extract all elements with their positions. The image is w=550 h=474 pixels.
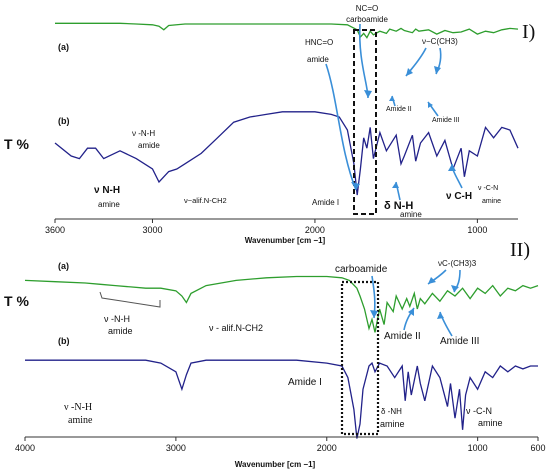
x-tick-label: 3600: [45, 225, 65, 235]
panel-one-arrow-hnco: [325, 63, 357, 191]
panel-two-x-axis-label: Wavenumber [cm −1]: [235, 460, 316, 469]
panel-one-x-ticks: 3600 3000 2000 1000: [45, 219, 487, 235]
panel-one-vnh-amide-2: amide: [138, 141, 160, 150]
panel-two-amide-ii: Amide II: [384, 331, 421, 342]
panel-one-arrow-nco: [358, 23, 369, 99]
panel-one-head-delta-nh: [392, 182, 399, 188]
panel-one-x-axis-label: Wavenumber [cm −1]: [245, 236, 326, 245]
panel-one-series-a-line: [55, 22, 519, 39]
panel-two-amide-iii: Amide III: [440, 336, 479, 347]
panel-two-head-vcch3-2: [451, 285, 459, 292]
panel-one-head-vch: [448, 164, 456, 171]
x-tick-label: 1000: [467, 225, 487, 235]
panel-two-amide-i-box: [340, 280, 380, 436]
x-tick-label: 2000: [305, 225, 325, 235]
panel-two-x-ticks: 4000 3000 2000 1000 600: [15, 437, 546, 453]
panel-two-v-alif: ν - alif.N-CH2: [209, 323, 263, 333]
panel-two-amide-i: Amide I: [288, 377, 322, 388]
x-tick-label: 4000: [15, 443, 35, 453]
panel-two-vnh-amide-2: amide: [108, 326, 133, 336]
x-tick-label: 600: [530, 443, 545, 453]
panel-two-y-label: T %: [4, 293, 29, 309]
panel-one-label: I): [522, 21, 535, 43]
panel-one-series-a-label: (a): [58, 42, 69, 52]
x-tick-label: 3000: [166, 443, 186, 453]
panel-one-vnh-amine-1: ν N-H: [94, 185, 120, 196]
panel-two-bracket: [99, 291, 161, 308]
panel-two-vcn-2: amine: [478, 418, 503, 428]
panel-two-head-amide-iii: [437, 312, 444, 319]
panel-two-series-a-line: [24, 275, 539, 333]
panel-one-series-b-line: [54, 111, 519, 196]
panel-two-head-carboamide: [370, 310, 378, 318]
panel-two-arrowheads: [370, 277, 459, 319]
panel-one-delta-nh-1: δ N-H: [384, 200, 413, 212]
panel-one: I) T % (a) (b) 3600 3000 2000 1000 Wavenumb…: [4, 4, 535, 245]
panel-two-series-b-line: [25, 359, 538, 439]
panel-one-amide-iii: Amide III: [432, 117, 460, 124]
panel-two: II) T % (a) (b) 4000 3000 2000 1000 600 Wave…: [4, 239, 546, 469]
panel-two-label: II): [510, 239, 530, 261]
panel-two-vnh-amine-2: amine: [68, 415, 93, 426]
panel-one-amide-ii: Amide II: [386, 106, 412, 113]
panel-two-head-vcch3-1: [428, 277, 436, 284]
panel-one-y-label: T %: [4, 136, 29, 152]
x-tick-label: 1000: [468, 443, 488, 453]
panel-one-vnh-amine-2: amine: [98, 200, 120, 209]
panel-one-head-amide-ii: [389, 96, 395, 101]
panel-one-series-b-label: (b): [58, 116, 70, 126]
panel-one-head-amide-iii: [428, 102, 433, 108]
panel-one-delta-nh-2: amine: [400, 210, 422, 219]
panel-one-hnco-label: HNC=O: [305, 38, 333, 47]
panel-one-amide-i-box: [353, 29, 377, 215]
panel-one-head-nco: [364, 90, 372, 98]
panel-one-vc-ch3: ν−C(CH3): [422, 37, 458, 46]
panel-one-arrowheads: [351, 66, 456, 190]
panel-two-series-b-label: (b): [58, 336, 70, 346]
panel-two-carboamide: carboamide: [335, 264, 388, 275]
panel-one-carboamide: carboamide: [346, 15, 388, 24]
panel-one-head-hnco: [351, 182, 360, 190]
panel-one-hnco-amide: amide: [307, 55, 329, 64]
panel-one-head-vcch3-1: [406, 68, 413, 76]
panel-two-vnh-amine-1: ν -N-H: [64, 402, 92, 413]
panel-two-series-a-label: (a): [58, 261, 69, 271]
panel-two-vcn-1: ν -C-N: [466, 406, 492, 416]
panel-one-head-vcch3-2: [434, 66, 441, 74]
panel-two-head-amide-ii: [408, 308, 414, 316]
panel-one-v-alif: ν−alif.N-CH2: [184, 196, 227, 205]
panel-two-delta-nh-2: amine: [380, 419, 405, 429]
panel-one-nco-label: NC=O: [356, 4, 378, 13]
panel-one-vnh-amide-1: ν -N-H: [132, 129, 155, 138]
panel-one-vch: ν C-H: [446, 191, 472, 202]
panel-one-vcn-1: ν -C-N: [478, 185, 498, 192]
panel-one-amide-i: Amide I: [312, 198, 339, 207]
panel-two-vc-ch3: νC-(CH3)3: [438, 259, 477, 268]
x-tick-label: 2000: [317, 443, 337, 453]
panel-one-vcn-2: amine: [482, 198, 501, 205]
panel-two-vnh-amide-1: ν -N-H: [104, 314, 130, 324]
panel-two-delta-nh-1: δ -NH: [381, 407, 402, 416]
x-tick-label: 3000: [142, 225, 162, 235]
